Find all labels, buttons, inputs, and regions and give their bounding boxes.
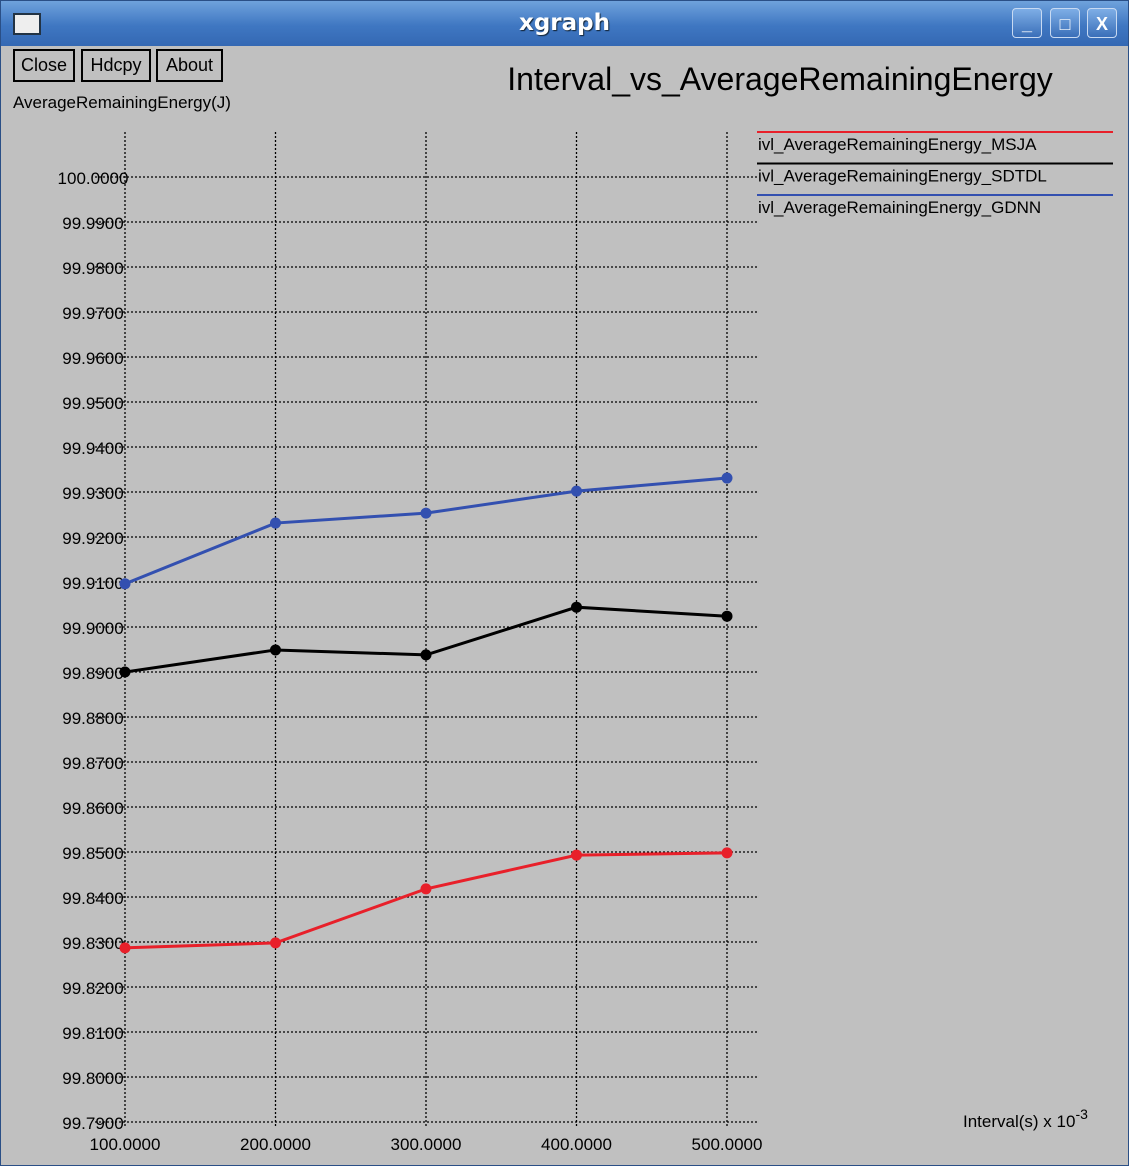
data-point [571, 849, 582, 861]
minimize-button[interactable]: _ [1012, 8, 1042, 38]
close-button[interactable]: Close [13, 49, 75, 82]
data-point [119, 666, 131, 678]
y-tick-label: 99.9300 [62, 484, 123, 503]
data-point [270, 517, 281, 529]
y-tick-label: 99.9000 [62, 619, 123, 638]
legend-label: ivl_AverageRemainingEnergy_GDNN [758, 198, 1041, 217]
y-axis-label: AverageRemainingEnergy(J) [13, 93, 231, 112]
y-tick-label: 99.7900 [62, 1114, 123, 1133]
data-point [571, 601, 582, 613]
data-point [420, 883, 432, 895]
y-tick-label: 99.8200 [62, 979, 123, 998]
data-point [721, 847, 733, 859]
chart-title: Interval_vs_AverageRemainingEnergy [507, 61, 1053, 97]
y-tick-label: 99.9200 [62, 529, 123, 548]
data-point [571, 485, 582, 497]
y-tick-label: 99.8800 [62, 709, 123, 728]
y-tick-label: 99.8100 [62, 1024, 123, 1043]
y-tick-label: 99.8300 [62, 934, 123, 953]
x-tick-label: 200.0000 [240, 1135, 311, 1154]
data-point [721, 472, 733, 484]
title-bar[interactable]: xgraph _ □ X [1, 1, 1128, 46]
y-tick-label: 99.8900 [62, 664, 123, 683]
data-point [119, 578, 131, 590]
y-tick-label: 99.9100 [62, 574, 123, 593]
y-tick-label: 99.9700 [62, 304, 123, 323]
y-tick-label: 99.9400 [62, 439, 123, 458]
x-axis-label-exponent: -3 [1075, 1106, 1088, 1122]
y-tick-label: 99.9500 [62, 394, 123, 413]
window-menu-icon[interactable] [13, 13, 41, 35]
maximize-button[interactable]: □ [1050, 8, 1080, 38]
data-point [721, 610, 733, 622]
y-tick-label: 99.8000 [62, 1069, 123, 1088]
hdcpy-button[interactable]: Hdcpy [81, 49, 151, 82]
y-tick-label: 99.8600 [62, 799, 123, 818]
x-axis-label-text: Interval(s) x 10 [963, 1112, 1075, 1131]
y-tick-label: 99.8500 [62, 844, 123, 863]
y-tick-label: 99.9900 [62, 214, 123, 233]
window-title: xgraph [518, 10, 610, 36]
data-point [119, 942, 131, 954]
data-point [420, 507, 432, 519]
y-tick-label: 100.0000 [58, 169, 129, 188]
legend-label: ivl_AverageRemainingEnergy_MSJA [758, 135, 1037, 154]
x-tick-label: 500.0000 [692, 1135, 763, 1154]
data-point [270, 644, 281, 656]
about-button[interactable]: About [156, 49, 223, 82]
y-tick-label: 99.8400 [62, 889, 123, 908]
x-tick-label: 400.0000 [541, 1135, 612, 1154]
y-tick-label: 99.9600 [62, 349, 123, 368]
x-tick-label: 100.0000 [90, 1135, 161, 1154]
x-tick-label: 300.0000 [391, 1135, 462, 1154]
y-tick-label: 99.9800 [62, 259, 123, 278]
y-tick-label: 99.8700 [62, 754, 123, 773]
x-axis-label: Interval(s) x 10-3 [963, 1106, 1088, 1131]
data-point [270, 937, 281, 949]
legend-label: ivl_AverageRemainingEnergy_SDTDL [758, 167, 1047, 186]
close-window-button[interactable]: X [1087, 8, 1117, 38]
data-point [420, 649, 432, 661]
